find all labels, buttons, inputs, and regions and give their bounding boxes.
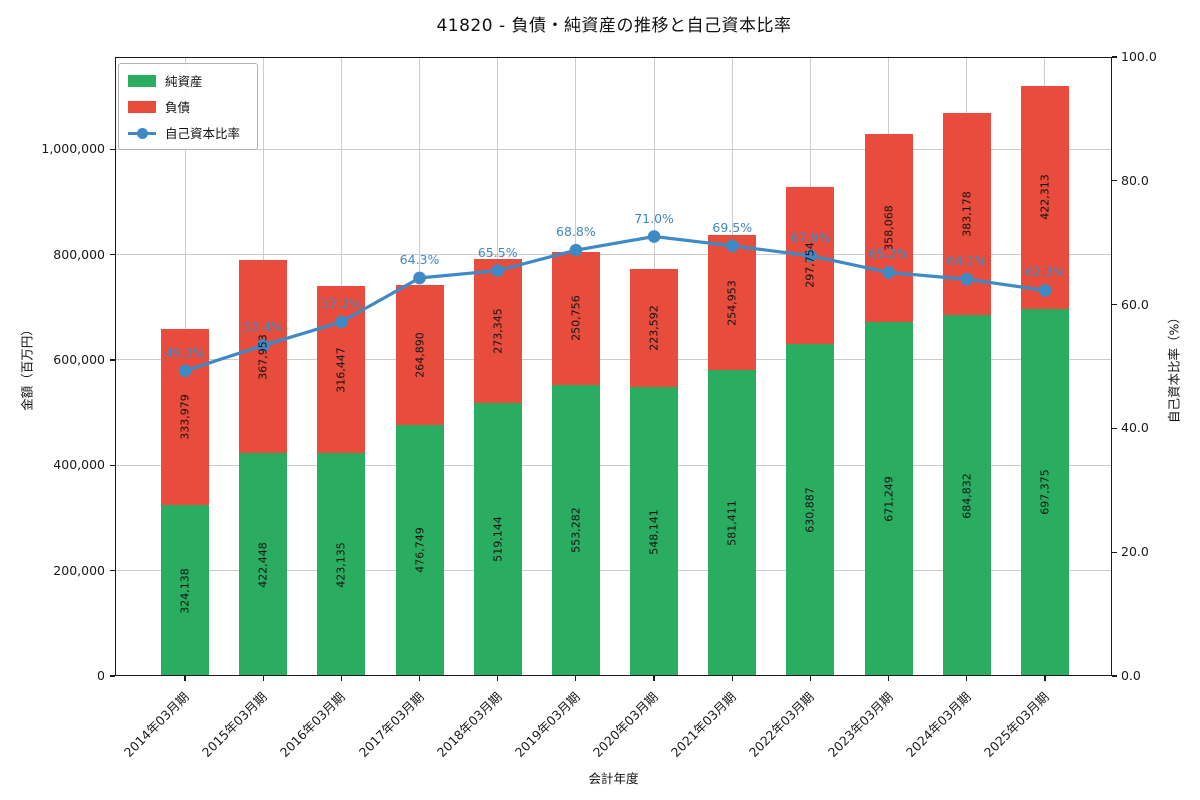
x-tick: [1044, 676, 1046, 681]
y-tick-label-right: 0.0: [1121, 668, 1141, 683]
equity-ratio-value-label: 57.2%: [321, 295, 362, 311]
y-axis-label-right: 自己資本比率（%）: [1166, 310, 1182, 423]
liabilities-swatch-icon: [128, 100, 156, 113]
chart-title: 41820 - 負債・純資産の推移と自己資本比率: [436, 16, 792, 36]
y-tick-label-left: 600,000: [53, 351, 105, 367]
x-tick: [497, 676, 499, 681]
bar-segment-net-assets: [395, 424, 444, 676]
x-tick: [731, 676, 733, 681]
equity-ratio-line-marker-icon: [128, 127, 156, 139]
x-tick: [575, 676, 577, 681]
y-tick-left: [110, 675, 115, 677]
equity-ratio-value-label: 62.3%: [1025, 264, 1065, 280]
y-tick-right: [1112, 180, 1117, 182]
legend-item-net-assets: 純資産: [128, 71, 247, 90]
y-tick-label-left: 800,000: [53, 246, 105, 262]
equity-ratio-value-label: 65.2%: [868, 246, 909, 262]
bar-segment-net-assets: [708, 369, 757, 676]
gridline-horizontal: [115, 570, 1112, 572]
x-tick: [418, 676, 421, 681]
legend-label-equity-ratio: 自己資本比率: [165, 126, 241, 141]
bar-segment-net-assets: [161, 505, 209, 676]
y-tick-label-left: 1,000,000: [41, 141, 105, 157]
y-tick-label-left: 400,000: [53, 457, 105, 473]
plot-border: [115, 57, 1112, 676]
x-tick: [653, 676, 655, 681]
net-assets-swatch-icon: [128, 74, 156, 87]
equity-ratio-value-label: 53.4%: [243, 319, 284, 335]
x-axis-label: 会計年度: [588, 771, 639, 786]
bar-segment-net-assets: [317, 453, 366, 676]
equity-ratio-value-label: 68.8%: [556, 224, 596, 240]
x-tick: [262, 676, 264, 681]
gridline-horizontal: [115, 464, 1112, 466]
y-tick-right: [1112, 56, 1117, 58]
y-tick-left: [110, 464, 115, 466]
x-tick: [888, 676, 890, 681]
equity-ratio-value-label: 65.5%: [477, 244, 518, 260]
equity-ratio-value-label: 64.1%: [946, 253, 987, 269]
y-tick-right: [1112, 304, 1117, 306]
equity-ratio-value-label: 49.3%: [165, 344, 205, 360]
y-tick-label-right: 100.0: [1121, 49, 1157, 64]
gridline-horizontal: [115, 148, 1112, 150]
y-tick-right: [1112, 675, 1117, 677]
equity-ratio-value-label: 69.5%: [712, 219, 753, 235]
bar-segment-net-assets: [239, 453, 288, 676]
y-tick-label-right: 20.0: [1121, 544, 1149, 560]
bar-segment-net-assets: [864, 322, 913, 676]
x-tick: [809, 676, 812, 681]
bar-segment-net-assets: [630, 387, 679, 676]
legend-label-net-assets: 純資産: [165, 74, 203, 89]
legend-item-liabilities: 負債: [128, 97, 247, 116]
bar-segment-net-assets: [942, 315, 991, 676]
equity-ratio-value-label: 67.9%: [790, 229, 831, 245]
legend-label-liabilities: 負債: [165, 100, 191, 115]
y-tick-right: [1112, 427, 1117, 429]
y-tick-left: [110, 148, 115, 150]
legend: 純資産 負債 自己資本比率: [118, 63, 258, 150]
y-tick-label-right: 40.0: [1121, 420, 1149, 436]
x-tick: [966, 676, 968, 681]
y-tick-label-left: 200,000: [53, 562, 105, 578]
y-tick-label-left: 0: [97, 668, 105, 683]
y-tick-left: [110, 253, 115, 256]
bar-segment-net-assets: [551, 384, 600, 676]
bar-segment-net-assets: [473, 402, 522, 676]
y-axis-label-left: 金額（百万円）: [19, 322, 35, 411]
x-tick: [184, 676, 186, 681]
y-tick-label-right: 60.0: [1121, 296, 1149, 312]
legend-item-equity-ratio: 自己資本比率: [128, 123, 247, 142]
y-tick-left: [110, 570, 115, 572]
y-tick-left: [110, 359, 115, 361]
bar-segment-net-assets: [786, 343, 835, 676]
equity-ratio-value-label: 71.0%: [634, 210, 674, 226]
y-tick-label-right: 80.0: [1121, 172, 1149, 188]
y-tick-right: [1112, 551, 1117, 553]
equity-ratio-value-label: 64.3%: [399, 251, 440, 267]
x-tick: [340, 676, 342, 681]
